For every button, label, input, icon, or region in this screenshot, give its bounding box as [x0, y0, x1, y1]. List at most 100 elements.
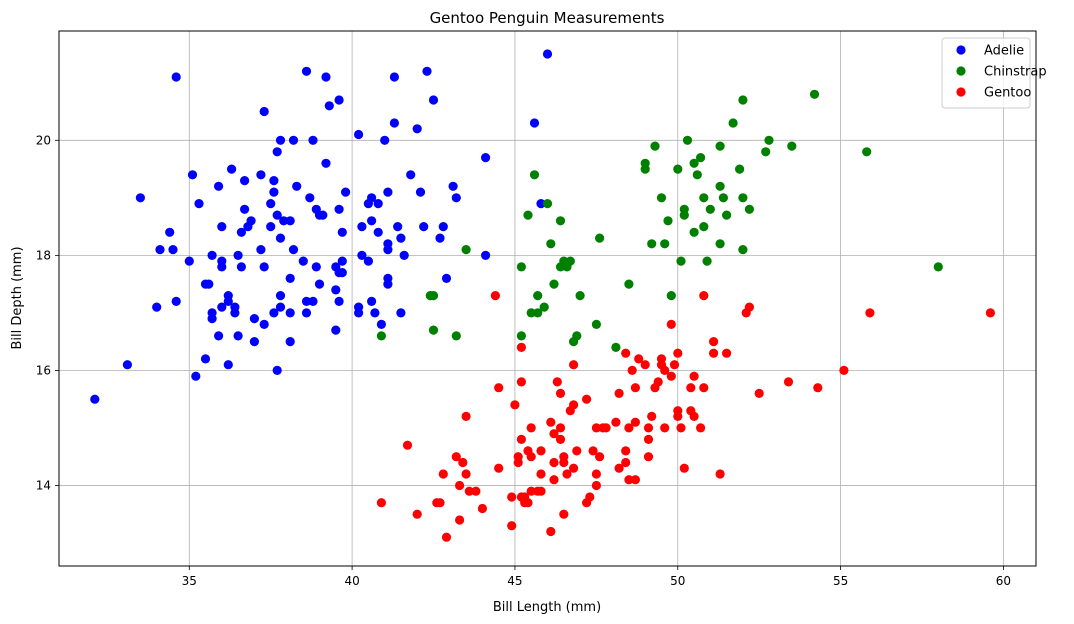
adelie-point	[275, 291, 286, 301]
adelie-point	[383, 245, 393, 255]
adelie-point	[367, 296, 377, 306]
adelie-point	[217, 302, 227, 312]
gentoo-point	[630, 475, 641, 485]
gentoo-point	[455, 515, 465, 525]
chinstrap-point	[862, 147, 872, 157]
adelie-point	[214, 331, 224, 341]
chinstrap-point	[542, 199, 553, 209]
adelie-point	[90, 394, 100, 404]
adelie-point	[217, 256, 227, 266]
adelie-point	[223, 360, 233, 370]
chinstrap-point	[722, 210, 732, 220]
chinstrap-point	[699, 222, 709, 232]
gentoo-point	[754, 388, 764, 398]
adelie-point	[324, 101, 334, 111]
gentoo-point	[660, 365, 670, 375]
gentoo-point	[865, 308, 875, 318]
adelie-point	[305, 193, 315, 203]
chinstrap-point	[650, 141, 660, 151]
adelie-point	[285, 273, 295, 283]
chinstrap-point	[660, 239, 670, 249]
adelie-point	[272, 365, 282, 375]
gentoo-point	[516, 434, 527, 444]
adelie-point	[236, 262, 246, 272]
adelie-point	[415, 187, 426, 197]
gentoo-point	[552, 377, 562, 387]
adelie-point	[200, 354, 211, 364]
gentoo-point	[569, 360, 579, 370]
adelie-point	[354, 129, 364, 140]
adelie-point	[288, 135, 299, 145]
gentoo-point	[516, 377, 527, 387]
gentoo-point	[709, 337, 719, 347]
chinstrap-point	[764, 135, 774, 145]
chinstrap-point	[516, 262, 527, 272]
chinstrap-point	[451, 331, 461, 341]
gentoo-point	[549, 457, 559, 468]
legend-marker-adelie	[956, 45, 966, 55]
adelie-point	[256, 170, 266, 180]
gentoo-point	[507, 521, 517, 531]
gentoo-point	[376, 498, 386, 508]
chinstrap-point	[572, 331, 582, 341]
adelie-point	[122, 360, 132, 370]
gentoo-point	[624, 475, 634, 485]
adelie-point	[236, 227, 246, 237]
adelie-point	[152, 302, 162, 312]
chinstrap-point	[696, 153, 706, 163]
gentoo-point	[621, 457, 631, 468]
adelie-point	[331, 285, 341, 295]
gentoo-point	[985, 308, 996, 318]
gentoo-point	[588, 446, 598, 456]
adelie-point	[383, 279, 393, 289]
chinstrap-point	[539, 302, 549, 312]
y-tick-label: 14	[36, 478, 51, 492]
gentoo-point	[526, 486, 536, 496]
adelie-point	[383, 187, 393, 197]
adelie-point	[269, 187, 279, 197]
chinstrap-point	[461, 245, 471, 255]
series-gentoo	[376, 291, 996, 542]
adelie-point	[308, 296, 318, 306]
chinstrap-point	[523, 210, 533, 220]
series-chinstrap	[376, 89, 943, 352]
chinstrap-point	[705, 204, 715, 214]
adelie-point	[288, 245, 299, 255]
gentoo-point	[660, 423, 670, 433]
gentoo-point	[536, 486, 546, 496]
adelie-point	[438, 222, 448, 232]
chinstrap-point	[728, 118, 738, 128]
gentoo-point	[839, 365, 849, 375]
gentoo-point	[559, 452, 569, 462]
gentoo-point	[595, 452, 605, 462]
adelie-point	[357, 222, 367, 232]
adelie-point	[285, 337, 295, 347]
adelie-point	[207, 308, 217, 318]
adelie-point	[354, 302, 364, 312]
adelie-point	[184, 256, 194, 266]
adelie-point	[246, 216, 256, 226]
gentoo-point	[438, 469, 448, 479]
adelie-point	[187, 170, 198, 180]
chinstrap-point	[595, 233, 605, 243]
chinstrap-point	[663, 216, 673, 226]
adelie-point	[341, 187, 351, 197]
gentoo-point	[507, 492, 517, 502]
adelie-point	[233, 331, 243, 341]
chinstrap-point	[555, 216, 566, 226]
adelie-point	[334, 204, 344, 214]
gentoo-point	[686, 383, 696, 393]
chinstrap-point	[533, 291, 543, 301]
adelie-point	[266, 199, 276, 209]
y-tick-label: 16	[36, 363, 51, 377]
chinstrap-point	[624, 279, 634, 289]
chinstrap-point	[715, 239, 725, 249]
adelie-point	[165, 227, 175, 237]
adelie-point	[301, 66, 312, 76]
adelie-point	[393, 222, 403, 232]
gentoo-point	[634, 354, 644, 364]
x-tick-label: 60	[996, 574, 1011, 588]
adelie-point	[481, 153, 491, 163]
gentoo-point	[455, 480, 465, 491]
adelie-point	[308, 135, 318, 145]
